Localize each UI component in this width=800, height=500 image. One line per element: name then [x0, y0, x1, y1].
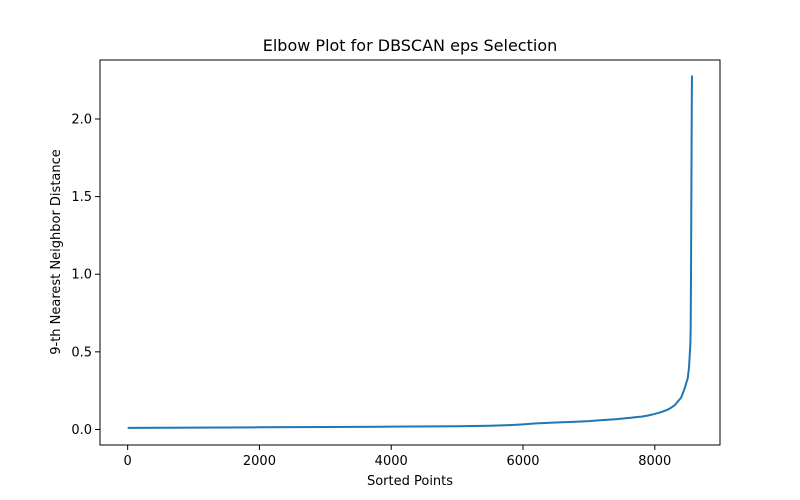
x-tick-label: 0 [124, 454, 132, 469]
chart-title: Elbow Plot for DBSCAN eps Selection [263, 36, 558, 55]
x-tick-label: 4000 [375, 454, 408, 469]
x-tick-label: 8000 [638, 454, 671, 469]
x-axis-label: Sorted Points [367, 474, 453, 489]
y-tick-label: 2.0 [71, 112, 92, 127]
axes-frame [99, 59, 721, 446]
y-tick-label: 0.5 [71, 345, 92, 360]
series-line-0 [127, 75, 693, 429]
y-axis-ticks: 0.0 0.5 1.0 1.5 2.0 [71, 112, 100, 438]
y-tick-label: 0.0 [71, 423, 92, 438]
x-axis-ticks: 0 2000 4000 6000 8000 [124, 445, 671, 469]
y-axis-label: 9-th Nearest Neighbor Distance [49, 149, 64, 355]
plot-area [127, 75, 693, 429]
x-tick-label: 6000 [506, 454, 539, 469]
x-tick-label: 2000 [243, 454, 276, 469]
y-tick-label: 1.5 [71, 190, 92, 205]
y-tick-label: 1.0 [71, 268, 92, 283]
